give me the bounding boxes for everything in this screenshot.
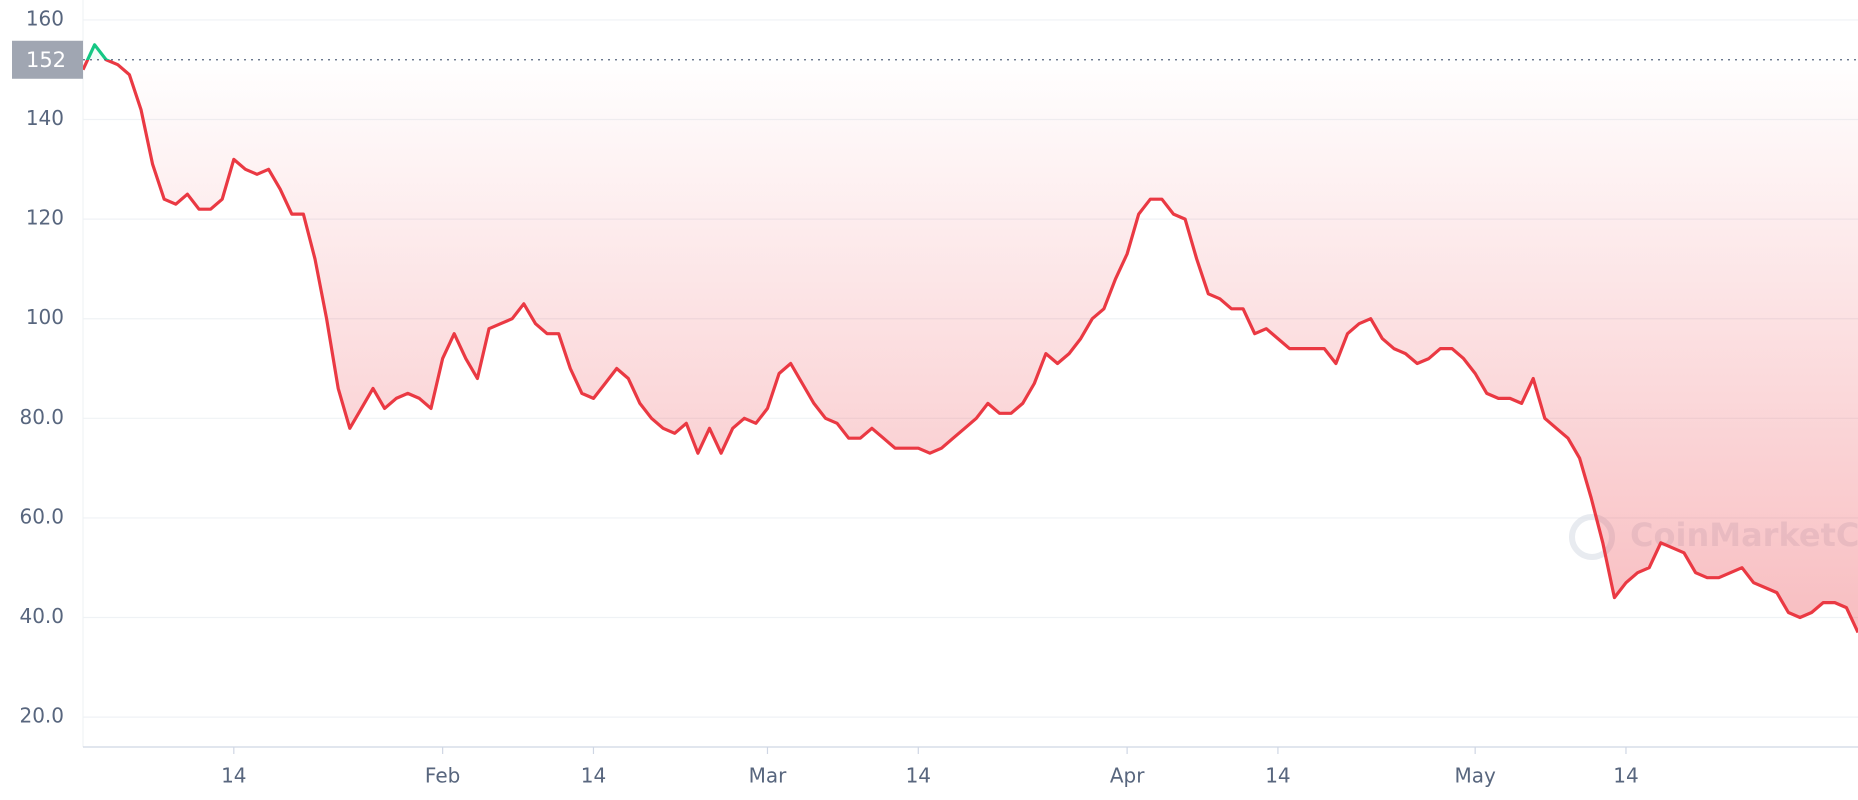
x-tick-label: 14 (1265, 764, 1290, 788)
y-tick-label: 40.0 (19, 604, 64, 628)
x-tick-label: Apr (1110, 764, 1145, 788)
y-tick-label: 60.0 (19, 504, 64, 528)
y-tick-label: 80.0 (19, 405, 64, 429)
x-tick-label: Mar (749, 764, 788, 788)
x-tick-label: May (1454, 764, 1496, 788)
reference-label: 152 (26, 48, 66, 72)
x-tick-label: 14 (1613, 764, 1638, 788)
y-tick-label: 160 (26, 6, 64, 30)
y-tick-label: 100 (26, 305, 64, 329)
y-tick-label: 20.0 (19, 704, 64, 728)
x-tick-label: 14 (221, 764, 246, 788)
y-tick-label: 140 (26, 106, 64, 130)
y-tick-label: 120 (26, 206, 64, 230)
x-tick-label: 14 (906, 764, 931, 788)
area (83, 44, 1858, 633)
price-line (81, 43, 1858, 634)
x-tick-label: 14 (581, 764, 606, 788)
reference-label-box (12, 40, 83, 79)
x-tick-label: Feb (425, 764, 460, 788)
